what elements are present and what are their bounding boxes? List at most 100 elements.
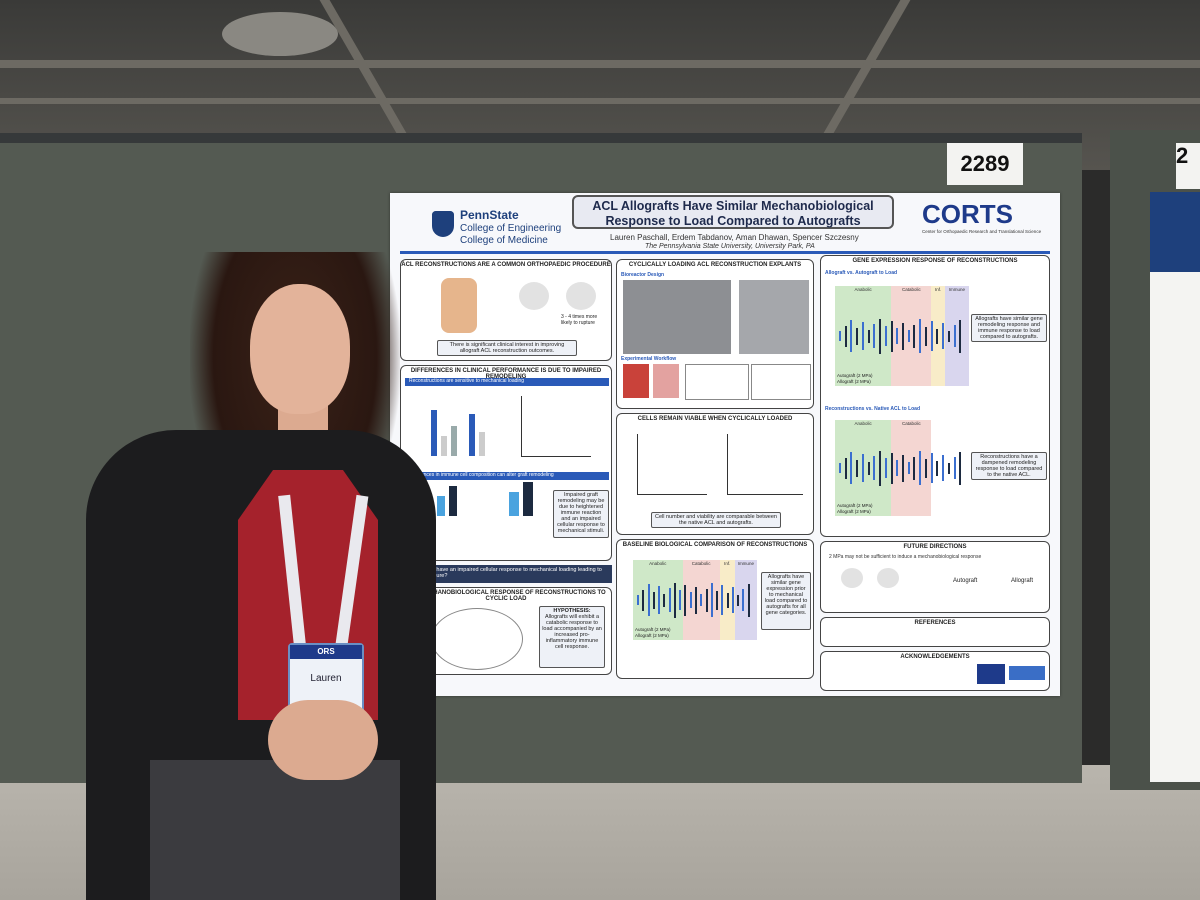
box-plot-mark — [679, 590, 682, 610]
box-plot-mark — [959, 319, 962, 353]
panel-heading: ACL RECONSTRUCTIONS ARE A COMMON ORTHOPA… — [401, 262, 611, 268]
panel-caption: Reconstructions have a dampened remodeli… — [971, 452, 1047, 480]
legend-autograft: Autograft (2 MPa) — [635, 627, 671, 632]
legend-autograft: Autograft (2 MPa) — [837, 503, 873, 508]
box-plot-mark — [953, 325, 956, 347]
box-plot-mark — [856, 459, 859, 477]
box-plot-mark — [896, 460, 899, 476]
bar-mark — [451, 426, 457, 456]
box-plot-mark — [919, 319, 922, 353]
heat-band-label: Inf. — [935, 287, 942, 292]
future-note: 2 MPa may not be sufficient to induce a … — [829, 554, 982, 560]
immune-band: Immune — [734, 560, 757, 640]
box-plot-mark — [924, 326, 927, 346]
future-allograft-label: Allograft — [1011, 578, 1034, 584]
bioreactor-photo — [623, 280, 731, 354]
box-plot-mark — [700, 594, 703, 606]
panel-cyclic-loading: CYCLICALLY LOADING ACL RECONSTRUCTION EX… — [616, 259, 814, 409]
booth-number-next: 2 — [1176, 143, 1200, 189]
bar-mark — [431, 410, 437, 456]
research-poster: PennState College of Engineering College… — [390, 193, 1060, 696]
box-plot-mark — [642, 589, 645, 611]
box-plot-mark — [844, 457, 847, 479]
legend-allograft: Allograft (2 MPa) — [837, 509, 871, 514]
poster-authors: Lauren Paschall, Erdem Tabdanov, Aman Dh… — [610, 233, 859, 242]
box-plot-mark — [668, 588, 671, 612]
institution-college-med: College of Medicine — [460, 235, 548, 246]
heat-band-label: Immune — [737, 561, 754, 566]
box-plot-mark — [913, 456, 916, 480]
box-plot-mark — [902, 322, 904, 350]
panel-caption: Allografts have similar gene remodeling … — [971, 314, 1047, 342]
axis — [521, 456, 591, 457]
box-plot-mark — [737, 594, 740, 606]
neighbor-poster-board — [1110, 130, 1200, 790]
panel-references: REFERENCES — [820, 617, 1050, 647]
bar-mark — [523, 482, 533, 516]
bar-mark — [449, 486, 457, 516]
legend-autograft: Autograft (2 MPa) — [837, 373, 873, 378]
box-plot-mark — [861, 322, 864, 350]
neighbor-poster-header — [1150, 192, 1200, 272]
panel-heading: CYCLICALLY LOADING ACL RECONSTRUCTION EX… — [628, 262, 802, 268]
panel-acknowledgements: ACKNOWLEDGEMENTS — [820, 651, 1050, 691]
presenter-hands — [268, 700, 378, 780]
heat-band-label: Catabolic — [691, 561, 711, 566]
badge-name: Lauren — [310, 673, 342, 684]
presenter-face — [250, 284, 350, 414]
box-plot-mark — [861, 454, 864, 482]
box-plot-mark — [673, 582, 676, 618]
heat-band-label: Catabolic — [901, 287, 921, 292]
institution-block: PennState College of Engineering College… — [460, 209, 561, 247]
box-plot-mark — [731, 587, 734, 613]
box-plot-mark — [890, 320, 893, 352]
panel-heading: THE MECHANOBIOLOGICAL RESPONSE OF RECONS… — [406, 590, 606, 602]
heat-band-label: Catabolic — [901, 421, 921, 426]
box-plot-mark — [856, 327, 859, 345]
box-plot-mark — [867, 461, 870, 475]
workflow-step-image — [623, 364, 649, 398]
pennstate-shield-icon — [432, 211, 454, 237]
box-plot-mark — [839, 463, 841, 473]
panel-acl-common: ACL RECONSTRUCTIONS ARE A COMMON ORTHOPA… — [400, 259, 612, 361]
box-plot-mark — [867, 329, 870, 343]
badge-org: ORS — [290, 645, 362, 659]
oref-logo — [977, 664, 1005, 684]
box-plot-mark — [695, 586, 697, 614]
corts-logo-subtext: Center for Orthopaedic Research and Tran… — [922, 229, 1042, 234]
poster-title: ACL Allografts Have Similar Mechanobiolo… — [572, 195, 894, 229]
panel-heading: GENE EXPRESSION RESPONSE OF RECONSTRUCTI… — [852, 258, 1018, 264]
panel-heading: FUTURE DIRECTIONS — [903, 544, 967, 550]
box-plot-mark — [684, 584, 687, 616]
box-plot-mark — [721, 585, 724, 615]
subheading: Experimental Workflow — [621, 356, 677, 362]
panel-caption: Allografts have similar gene expression … — [761, 572, 811, 630]
rabbit-illustration — [566, 282, 596, 310]
panel-caption: Cell number and viability are comparable… — [651, 512, 781, 528]
poster-title-line2: Response to Load Compared to Autografts — [605, 214, 861, 228]
ceiling-beam — [319, 0, 411, 140]
institution-name: PennState — [460, 208, 519, 222]
box-plot-mark — [947, 462, 950, 474]
box-plot-mark — [742, 589, 745, 611]
box-plot-mark — [726, 592, 729, 608]
panel-heading: REFERENCES — [914, 620, 956, 626]
box-plot-mark — [890, 452, 893, 484]
box-plot-mark — [936, 328, 939, 344]
box-plot-mark — [710, 583, 713, 617]
rabbit-illustration — [841, 568, 863, 588]
heat-band-label: Immune — [948, 287, 966, 292]
box-plot-mark — [839, 331, 841, 341]
panel-heading: CELLS REMAIN VIABLE WHEN CYCLICALLY LOAD… — [637, 416, 793, 422]
box-plot-mark — [689, 592, 692, 608]
workflow-step-image — [653, 364, 679, 398]
cdmrp-logo — [1009, 666, 1045, 680]
box-plot-mark — [884, 458, 887, 478]
box-plot-mark — [705, 588, 708, 612]
institution-college-eng: College of Engineering — [460, 223, 562, 234]
heat-band-label: Anabolic — [854, 421, 872, 426]
rupture-stat: 3 - 4 times more likely to rupture — [561, 314, 598, 326]
legend-allograft: Allograft (2 MPa) — [635, 633, 669, 638]
box-plot-mark — [647, 584, 650, 616]
box-plot-mark — [947, 330, 950, 342]
